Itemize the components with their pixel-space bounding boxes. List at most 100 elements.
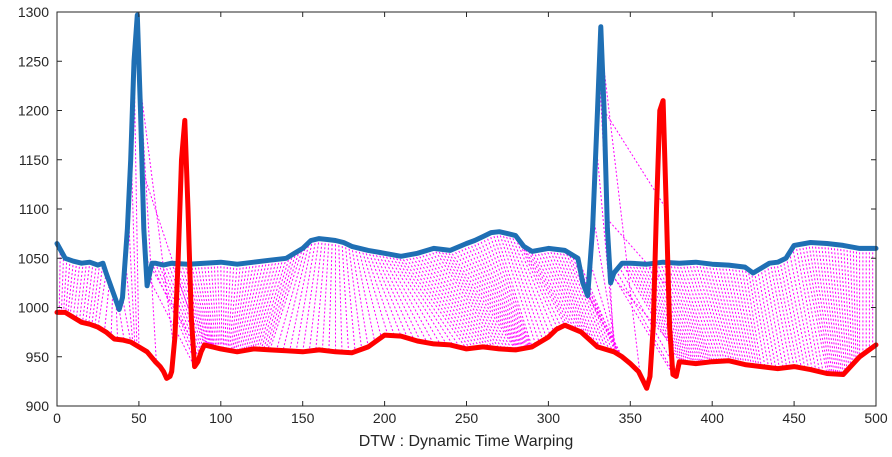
y-tick-label: 1300 xyxy=(18,4,49,20)
warping-link xyxy=(407,254,474,349)
x-axis: 0 50 100 150 200 250 300 350 400 450 500 xyxy=(53,12,888,426)
y-tick-label: 1100 xyxy=(19,201,49,217)
warping-link xyxy=(631,263,686,363)
warping-link xyxy=(558,249,601,348)
warping-link xyxy=(798,244,824,373)
warping-link xyxy=(236,262,255,352)
warping-link xyxy=(517,237,558,329)
warping-link xyxy=(243,260,264,351)
warping-link xyxy=(230,263,241,351)
warping-link xyxy=(830,243,844,375)
warping-link xyxy=(357,247,382,338)
warping-link xyxy=(776,262,799,368)
warping-link xyxy=(295,239,317,352)
warping-link xyxy=(361,248,389,336)
warping-link xyxy=(621,262,680,362)
warping-link xyxy=(801,243,828,374)
warping-link xyxy=(387,253,441,345)
warping-link xyxy=(552,248,594,344)
x-tick-label: 400 xyxy=(701,410,725,426)
warping-link xyxy=(824,243,841,375)
warping-link xyxy=(217,262,221,349)
warping-link xyxy=(433,248,500,350)
warping-link xyxy=(536,250,578,331)
warping-link xyxy=(252,259,277,350)
series-line-2 xyxy=(54,98,879,391)
warping-link xyxy=(238,261,258,352)
warping-link xyxy=(750,271,770,368)
warping-link xyxy=(167,263,203,350)
x-tick-label: 350 xyxy=(619,410,643,426)
warping-link xyxy=(577,258,620,355)
warping-link xyxy=(220,262,223,350)
warping-link xyxy=(523,246,566,326)
warping-link xyxy=(354,247,376,343)
warping-link xyxy=(328,240,333,352)
warping-link xyxy=(760,268,780,369)
warping-link xyxy=(364,249,395,336)
series-line-1 xyxy=(54,12,879,312)
warping-link xyxy=(416,253,484,348)
warping-link xyxy=(849,246,855,363)
warping-link xyxy=(75,262,84,320)
warping-link xyxy=(606,218,669,289)
warping-link xyxy=(612,275,674,375)
y-tick-label: 950 xyxy=(26,349,50,365)
warping-link xyxy=(548,248,591,341)
warping-link xyxy=(315,239,327,351)
warping-link xyxy=(827,243,842,375)
warping-link xyxy=(634,263,688,363)
warping-link xyxy=(58,249,61,313)
warping-link xyxy=(338,241,343,353)
warping-link xyxy=(118,309,125,341)
warping-link xyxy=(529,250,572,329)
warping-link xyxy=(567,252,610,351)
warping-link xyxy=(785,257,810,370)
y-axis: 900 950 1000 1050 1100 1150 1200 1250 1300 xyxy=(18,4,876,414)
warping-link xyxy=(227,263,235,351)
warping-link xyxy=(145,257,194,343)
warping-link xyxy=(836,244,848,371)
warping-link xyxy=(666,262,706,363)
y-tick-label: 900 xyxy=(26,398,50,414)
warping-link xyxy=(245,260,268,351)
warping-link xyxy=(138,78,175,349)
warping-link xyxy=(754,272,773,368)
warping-link xyxy=(400,256,467,350)
warping-link xyxy=(833,244,846,373)
warping-link xyxy=(224,262,228,350)
warping-link xyxy=(69,261,78,316)
warping-link xyxy=(688,262,721,362)
warping-link xyxy=(254,258,281,350)
warping-link xyxy=(122,297,132,343)
warping-link xyxy=(564,250,607,350)
warping-link xyxy=(757,270,777,369)
warping-link xyxy=(561,249,604,349)
warping-link xyxy=(423,251,490,348)
x-tick-label: 300 xyxy=(537,410,561,426)
warping-link xyxy=(241,261,261,352)
y-tick-label: 1000 xyxy=(18,300,49,316)
warping-link xyxy=(855,247,859,359)
warping-link xyxy=(65,259,71,313)
warping-link xyxy=(88,264,97,325)
warping-link xyxy=(747,269,766,368)
warping-link xyxy=(539,249,582,333)
warping-link xyxy=(592,215,618,354)
warping-link xyxy=(232,263,245,352)
warping-link xyxy=(555,249,598,347)
warping-link xyxy=(640,263,691,364)
warping-link xyxy=(265,252,297,350)
warping-link xyxy=(545,248,588,338)
warping-link xyxy=(782,259,806,369)
warping-link xyxy=(672,262,710,363)
warping-link xyxy=(609,273,672,344)
warping-link xyxy=(595,143,616,353)
y-tick-label: 1050 xyxy=(18,250,49,266)
warping-link xyxy=(60,255,65,313)
warping-link xyxy=(711,264,738,363)
warping-link xyxy=(511,234,551,336)
warping-link xyxy=(678,263,713,362)
warping-link xyxy=(226,263,232,350)
